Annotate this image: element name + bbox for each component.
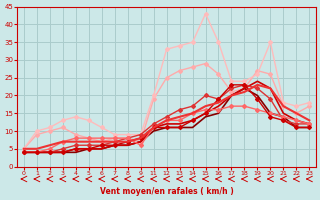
X-axis label: Vent moyen/en rafales ( km/h ): Vent moyen/en rafales ( km/h ) <box>100 187 234 196</box>
